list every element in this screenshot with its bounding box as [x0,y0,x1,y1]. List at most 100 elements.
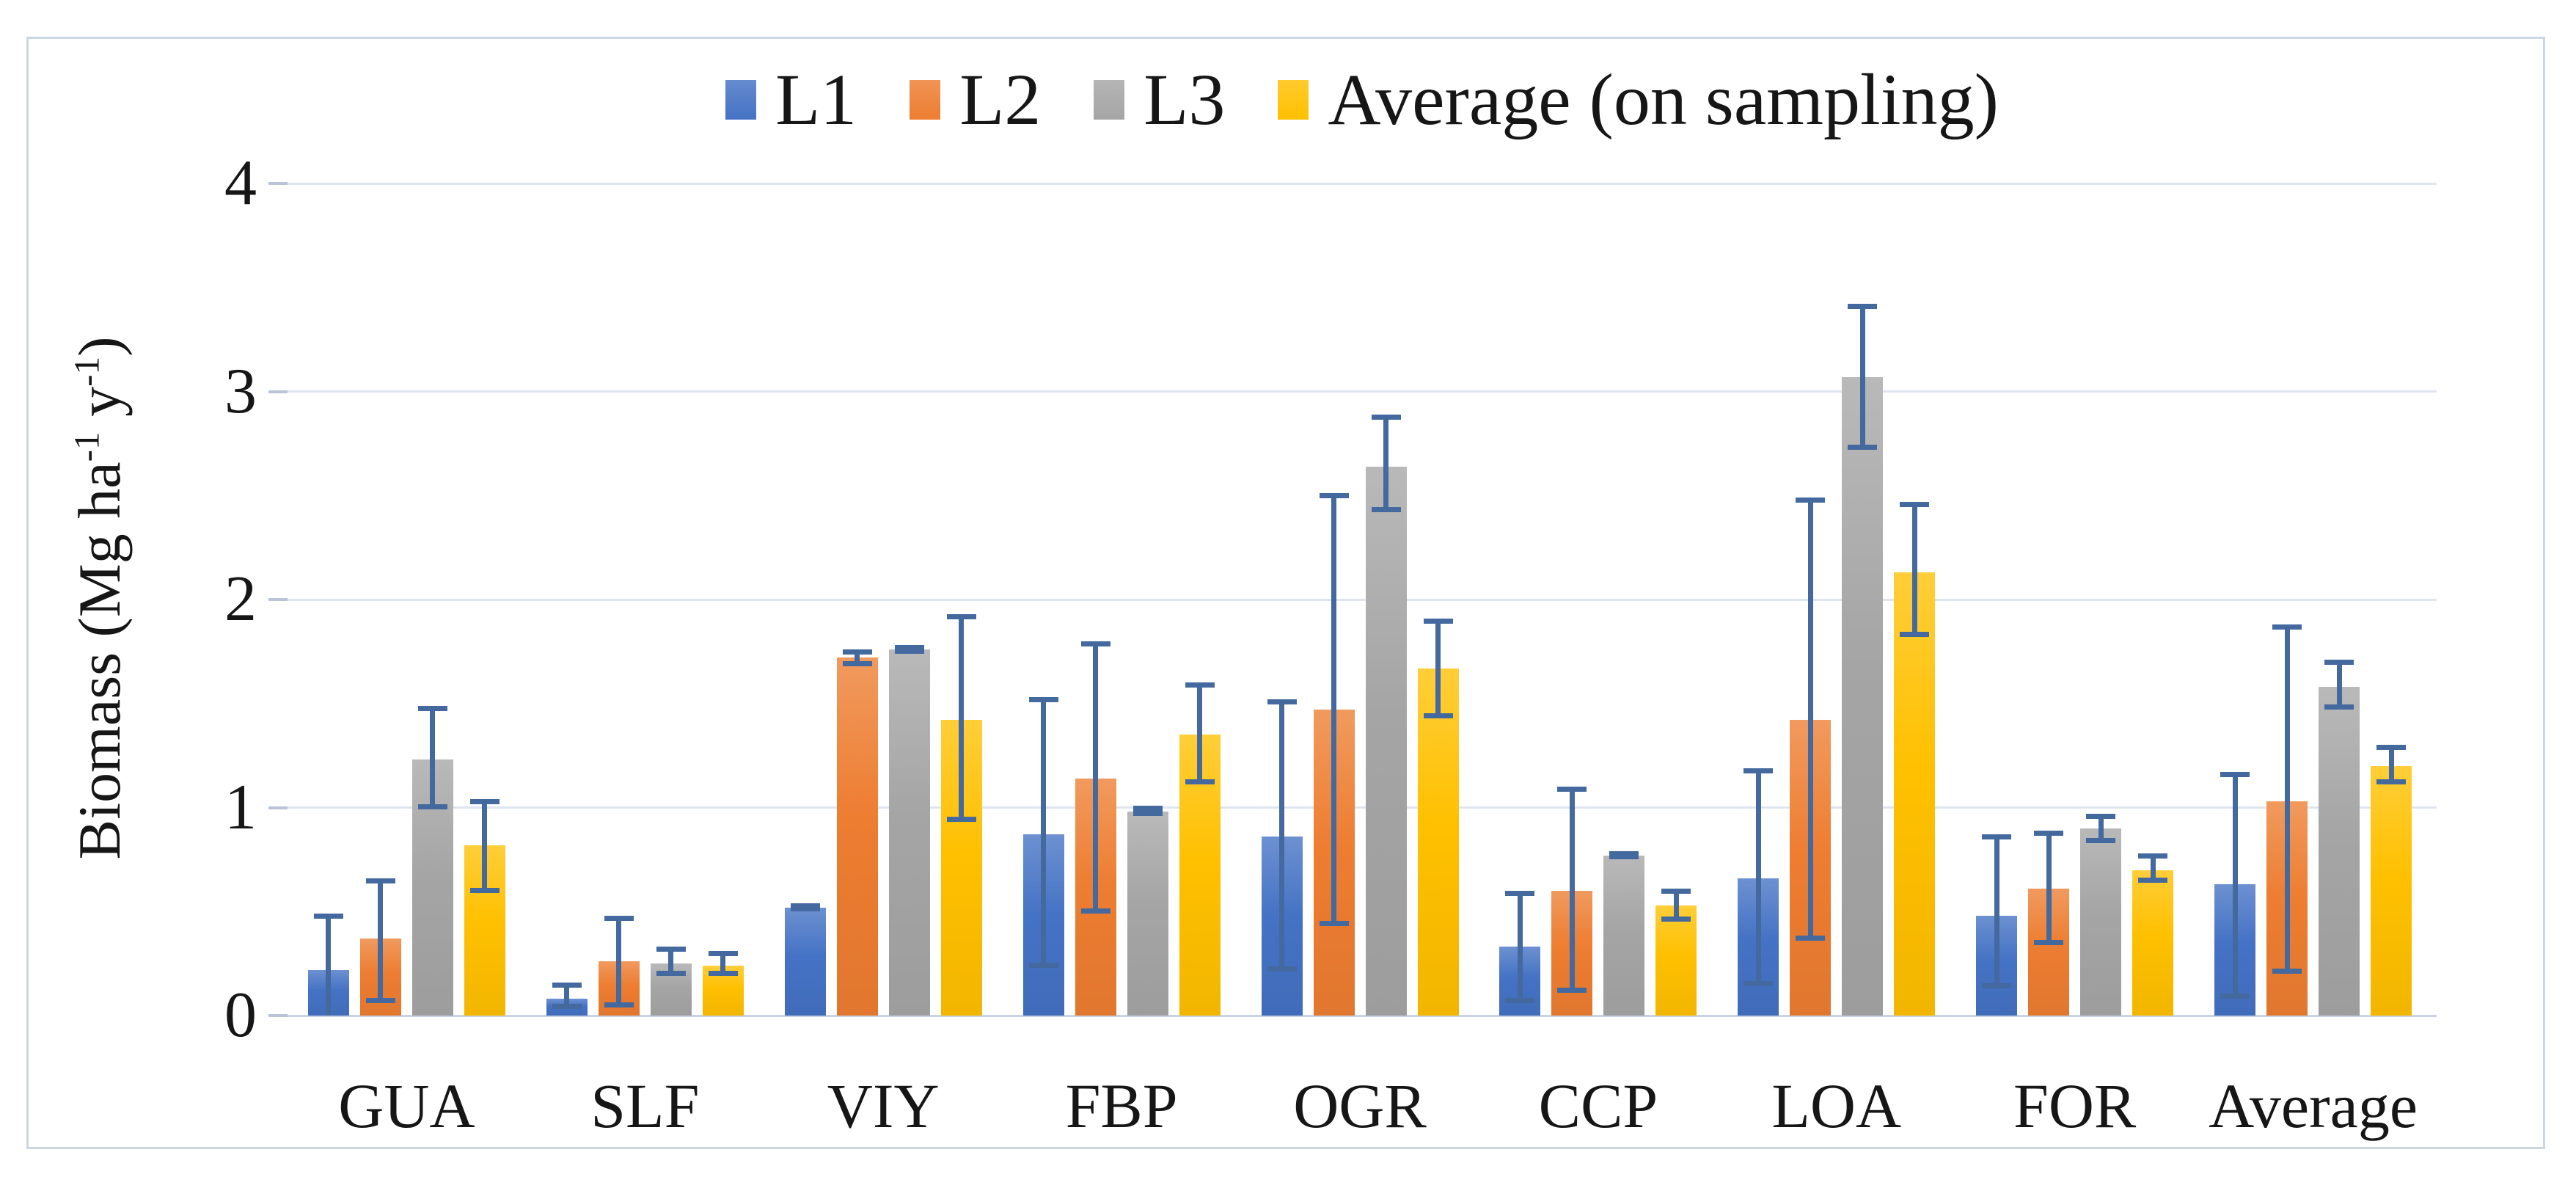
bar-CCP-L3 [1603,855,1645,1016]
error-bar-bottom-cap [1319,921,1349,927]
error-bar-top-cap [2138,853,2168,859]
error-bar-bottom-cap [1028,962,1058,968]
error-bar-bottom-cap [1080,908,1110,914]
bar-LOA-L3 [1842,376,1884,1016]
error-bar-bottom-cap [790,906,820,912]
error-bar-stem [1859,304,1865,450]
error-bar-stem [430,705,436,810]
error-bar-OGR-L3 [1371,414,1401,512]
error-bar-stem [1383,414,1388,512]
error-bar-stem [1517,890,1523,1003]
bar-FOR-Average (on sampling) [2132,870,2174,1016]
bar-OGR-L3 [1365,466,1407,1016]
bar-VIY-L3 [888,649,930,1016]
error-bar-top-cap [1848,304,1878,310]
error-bar-Average-L3 [2324,660,2354,710]
error-bar-bottom-cap [2272,969,2302,974]
error-bar-stem [1673,889,1679,922]
error-bar-top-cap [313,914,343,919]
x-category-label-CCP: CCP [1538,1071,1658,1141]
error-bar-bottom-cap [894,648,924,654]
error-bar-FOR-L2 [2034,830,2064,945]
y-title-superscript: -1 [66,356,107,387]
x-category-label-FBP: FBP [1065,1071,1178,1141]
error-bar-bottom-cap [2138,877,2168,883]
error-bar-stem [2336,660,2342,710]
error-bar-bottom-cap [1796,935,1826,941]
y-tick-mark-0 [268,1014,288,1017]
error-bar-top-cap [469,799,500,805]
legend-swatch-L2 [910,79,941,120]
error-bar-stem [1911,501,1917,638]
error-bar-bottom-cap [552,1004,582,1010]
error-bar-VIY-L1 [790,903,820,912]
error-bar-top-cap [365,878,395,883]
error-bar-top-cap [656,947,686,952]
error-bar-OGR-L2 [1319,493,1349,927]
error-bar-top-cap [946,613,976,619]
error-bar-stem [959,613,965,823]
error-bar-CCP-L1 [1505,890,1535,1003]
error-bar-top-cap [1557,787,1587,792]
x-category-label-VIY: VIY [827,1071,940,1141]
error-bar-bottom-cap [1982,983,2012,989]
error-bar-stem [616,915,622,1007]
error-bar-top-cap [2272,624,2302,630]
bar-LOA-Average (on sampling) [1894,572,1936,1016]
error-bar-stem [564,982,570,1010]
error-bar-bottom-cap [1743,981,1774,987]
error-bar-bottom-cap [2034,939,2064,945]
error-bar-top-cap [1505,890,1535,896]
error-bar-stem [482,799,488,893]
error-bar-top-cap [1371,414,1401,420]
error-bar-GUA-L2 [365,878,395,1003]
error-bar-bottom-cap [1133,810,1163,816]
error-bar-stem [1331,493,1336,927]
error-bar-bottom-cap [1900,632,1930,638]
error-bar-top-cap [552,982,582,988]
error-bar-top-cap [2376,745,2407,751]
error-bar-FBP-Average (on sampling) [1185,682,1215,785]
error-bar-top-cap [708,951,738,957]
error-bar-top-cap [894,645,924,651]
bar-CCP-Average (on sampling) [1655,905,1697,1016]
legend-label-L3: L3 [1144,59,1226,140]
gridline-y-3 [288,390,2437,393]
bar-Average-L3 [2319,687,2360,1016]
error-bar-stem [720,951,726,977]
gridline-y-1 [288,806,2437,809]
error-bar-stem [2098,814,2104,843]
gridline-y-2 [288,598,2437,601]
error-bar-top-cap [1900,501,1930,507]
error-bar-bottom-cap [1423,713,1453,718]
bar-VIY-L2 [836,657,878,1016]
error-bar-bottom-cap [946,817,976,823]
error-bar-FOR-Average (on sampling) [2138,853,2168,883]
y-tick-label-1: 1 [224,771,257,843]
error-bar-top-cap [1661,889,1691,894]
error-bar-bottom-cap [469,887,500,893]
error-bar-top-cap [1028,697,1058,703]
error-bar-FBP-L2 [1080,641,1110,914]
error-bar-LOA-Average (on sampling) [1900,501,1930,638]
y-axis-title: Biomass (Mg ha-1 y-1) [65,337,134,860]
error-bar-top-cap [1982,834,2012,840]
error-bar-bottom-cap [1661,917,1691,922]
error-bar-bottom-cap [2324,704,2354,710]
error-bar-bottom-cap [2376,779,2407,785]
error-bar-stem [2150,853,2156,883]
bar-FOR-L3 [2080,828,2122,1016]
error-bar-CCP-Average (on sampling) [1661,889,1691,922]
error-bar-top-cap [2086,814,2116,819]
error-bar-stem [1569,787,1575,993]
error-bar-stem [2284,624,2290,974]
error-bar-Average-L1 [2220,772,2250,999]
error-bar-stem [668,947,674,977]
error-bar-stem [1994,834,1999,989]
legend-label-Average (on sampling): Average (on sampling) [1328,59,1999,140]
error-bar-Average-L2 [2272,624,2302,974]
error-bar-top-cap [1423,618,1453,624]
error-bar-top-cap [1080,641,1110,646]
